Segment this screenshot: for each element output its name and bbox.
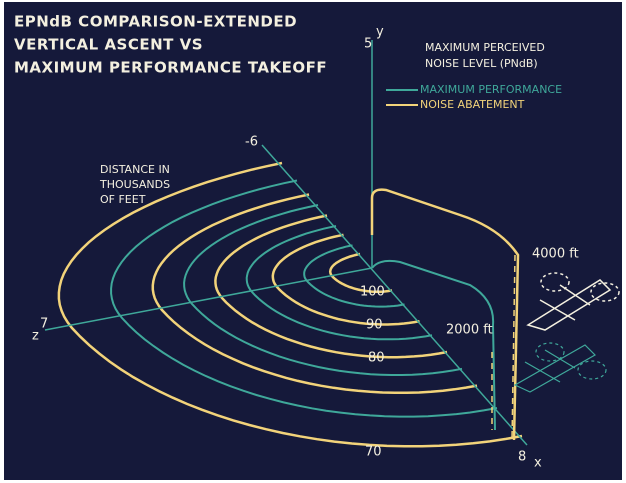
legend-label: NOISE ABATEMENT	[420, 98, 525, 111]
note: DISTANCE IN	[100, 163, 170, 176]
aircraft	[526, 272, 620, 331]
z-axis	[44, 267, 373, 331]
contour-line	[151, 193, 478, 395]
contour-line	[271, 233, 420, 326]
y-tick: 5	[364, 37, 372, 52]
note: THOUSANDS	[99, 178, 170, 191]
z-tick: 7	[40, 317, 48, 332]
contour-label: 90	[366, 318, 383, 333]
aircraft	[513, 342, 607, 393]
y-label: y	[376, 25, 384, 40]
contour-line	[57, 161, 523, 448]
note: OF FEET	[100, 193, 146, 206]
title-line: EPNdB COMPARISON-EXTENDED	[14, 13, 297, 31]
altitude-label: 2000 ft	[446, 323, 493, 338]
background	[4, 2, 622, 480]
contour-line	[110, 179, 498, 418]
title-line: MAXIMUM PERFORMANCE TAKEOFF	[14, 59, 327, 77]
x-tick: 8	[518, 450, 526, 465]
contour-line	[214, 214, 448, 359]
contour-label: 100	[360, 285, 385, 300]
contour-line	[245, 225, 433, 341]
flight-profile	[371, 259, 496, 431]
title-line: VERTICAL ASCENT VS	[14, 36, 203, 54]
legend-label: MAXIMUM PERFORMANCE	[420, 83, 562, 96]
flight-profile	[370, 188, 520, 441]
contour-line	[183, 204, 463, 376]
legend-title: MAXIMUM PERCEIVED	[425, 41, 545, 54]
contour-label: 80	[368, 351, 385, 366]
z-label: z	[32, 329, 39, 344]
x-back-tick: -6	[245, 135, 258, 150]
contour-label: 70	[365, 445, 382, 460]
legend-title: NOISE LEVEL (PNdB)	[425, 57, 538, 70]
x-axis	[261, 144, 528, 446]
altitude-label: 4000 ft	[532, 247, 579, 262]
altitude-line	[511, 254, 516, 441]
x-label: x	[534, 456, 542, 471]
